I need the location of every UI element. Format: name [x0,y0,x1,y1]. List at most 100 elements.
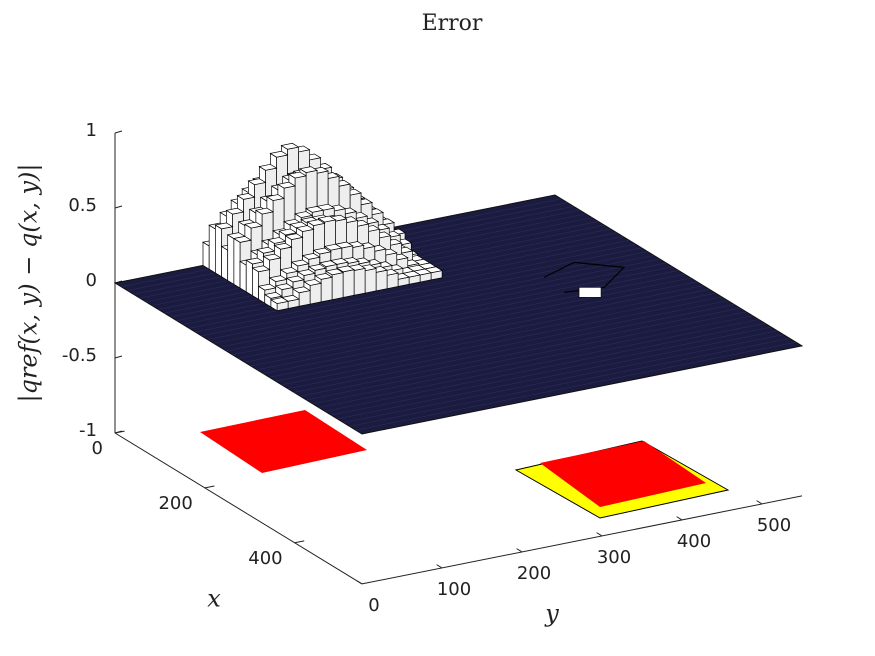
bar-face [274,283,294,291]
bar-face [312,247,332,255]
bar-face [324,268,345,276]
z-tick-label: -0.5 [62,345,97,366]
bar-face [331,272,344,301]
surface-mesh [275,292,716,382]
x-tick-label: 200 [158,493,192,514]
x-tick-label: 0 [92,438,103,459]
bar-face [280,142,300,150]
bar-face [290,259,310,267]
bar-face [245,259,253,297]
bar-face [307,264,327,271]
y-tick [436,564,443,569]
bar-face [236,193,256,200]
axis-line [114,432,363,585]
floor-patch [540,441,706,507]
z-tick-label: 1 [86,120,97,141]
surface-mesh [287,300,728,389]
bar-face [364,268,377,294]
bar-face [305,205,325,213]
bar-face [298,166,318,173]
bar-face [265,194,285,201]
bar-face [294,211,314,218]
surface-mesh [294,304,735,393]
bar-face [306,219,326,226]
surface-mesh [318,319,759,408]
bar-face [342,269,355,298]
surface-mesh [226,262,667,352]
bar-face [301,253,321,260]
bar-face [320,276,333,303]
surface-mesh [306,311,747,401]
surface-mesh [244,273,685,363]
bar-face [239,260,247,293]
bar-face [214,222,234,230]
bar-face [296,269,316,276]
bar-face [262,253,282,261]
bar-face [353,267,366,296]
bar-face [298,290,311,307]
surface-mesh [250,277,691,367]
x-tick [294,540,305,544]
surface-detail [578,287,602,298]
x-tick-label: 400 [248,548,282,569]
surface-mesh [219,258,661,348]
bar-face [309,282,322,305]
z-tick [114,130,123,134]
bar-face [273,242,293,250]
bar-face [284,233,304,240]
y-tick-label: 300 [597,547,631,568]
surface-mesh [213,255,654,344]
bar-face [263,292,283,299]
surface-mesh [269,289,710,378]
bar-face [291,286,312,294]
y-tick [676,516,683,521]
surface-mesh [256,281,698,371]
bar-face [317,215,337,223]
surface-mesh [263,285,704,374]
surface-mesh [281,296,722,386]
axis-line [361,495,803,585]
y-tick-label: 0 [368,595,379,616]
bar-face [375,269,388,292]
z-tick [114,430,123,434]
z-tick-label: 0.5 [68,195,97,216]
bar-face [221,245,229,282]
bar-face [279,267,299,274]
z-tick [114,205,123,209]
bar-face [251,265,271,273]
bar-face [323,243,343,251]
x-axis-label: x [207,585,221,613]
surface [113,142,804,435]
surface-mesh [324,322,766,412]
y-tick-label: 200 [517,563,551,584]
y-tick [516,548,523,553]
bar-face [233,237,241,289]
axes: 0 200 400 0 100 200 300 400 500 -1 -0.5 0 0.5 1 [62,120,803,616]
bar-face [287,171,307,179]
bar-face [202,241,210,270]
floor-patch [200,410,367,473]
bar-face [386,272,399,290]
y-tick-label: 400 [677,531,711,552]
bar-face [232,236,252,243]
bar-face [318,260,338,267]
bar-face [247,178,267,186]
bar-face [269,297,290,304]
y-tick [596,532,603,537]
bar-face [313,273,334,280]
z-axis-label: |qref(x, y) − q(x, y)| [15,164,44,403]
y-tick [756,500,763,505]
surface-mesh [232,266,673,355]
bar-face [295,225,315,232]
chart-title: Error [422,11,483,36]
bar-face [215,224,222,278]
surface-mesh [337,330,778,420]
bar-face [335,265,356,273]
bar-face [302,279,323,286]
surface-mesh [238,270,679,359]
bar-face [208,224,216,274]
y-tick [356,580,363,585]
bar-face [258,163,278,171]
surface-mesh [195,243,636,333]
